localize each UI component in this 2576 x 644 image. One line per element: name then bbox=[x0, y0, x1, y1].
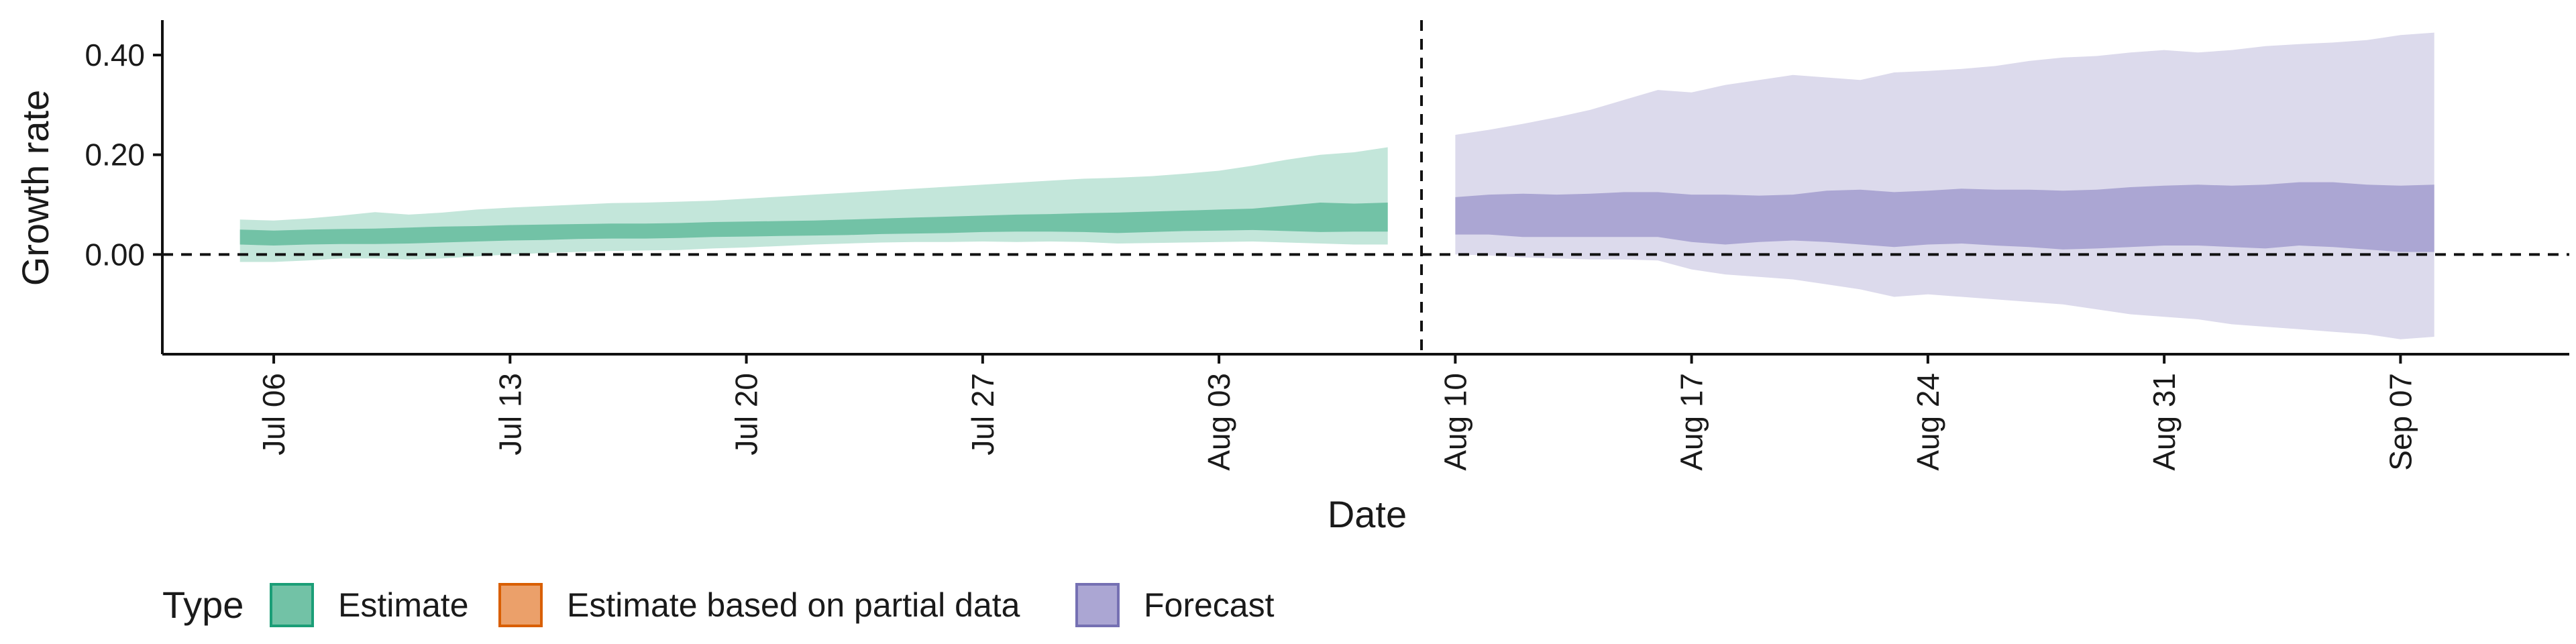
y-tick-label: 0.00 bbox=[85, 237, 145, 272]
y-axis-title: Growth rate bbox=[14, 90, 56, 286]
x-tick-label: Jul 13 bbox=[492, 373, 527, 455]
chart-ticks: 0.00 0.20 0.40 Jul 06 Jul 13 Jul 20 Jul 27 Aug … bbox=[85, 38, 2418, 471]
legend-estimate-swatch bbox=[270, 583, 314, 627]
x-tick-label: Aug 17 bbox=[1674, 373, 1709, 471]
legend-title: Type bbox=[162, 584, 244, 626]
reference-lines bbox=[162, 20, 2569, 354]
x-tick-label: Aug 24 bbox=[1911, 373, 1945, 471]
x-axis-title: Date bbox=[1328, 493, 1407, 535]
x-tick-label: Aug 31 bbox=[2147, 373, 2182, 471]
chart-bands bbox=[239, 32, 2434, 339]
legend-estimate-based-on-partial-data-label: Estimate based on partial data bbox=[567, 586, 1020, 624]
legend-forecast-swatch bbox=[1075, 583, 1120, 627]
x-tick-label: Jul 20 bbox=[729, 373, 764, 455]
legend-estimate-label: Estimate bbox=[338, 586, 469, 624]
forecast-outer-band bbox=[1455, 32, 2434, 339]
y-tick-label: 0.20 bbox=[85, 138, 145, 172]
x-tick-label: Jul 27 bbox=[965, 373, 1000, 455]
legend-estimate-based-on-partial-data-swatch bbox=[498, 583, 543, 627]
estimate-outer-band bbox=[239, 147, 1388, 262]
legend: Type Estimate Estimate based on partial da… bbox=[162, 583, 1275, 627]
x-tick-label: Sep 07 bbox=[2383, 373, 2418, 471]
y-tick-label: 0.40 bbox=[85, 38, 145, 72]
forecast-inner-band bbox=[1455, 182, 2434, 252]
estimate-inner-band bbox=[239, 203, 1388, 246]
x-tick-label: Aug 03 bbox=[1201, 373, 1236, 471]
x-tick-label: Aug 10 bbox=[1438, 373, 1472, 471]
legend-forecast-label: Forecast bbox=[1144, 586, 1275, 624]
x-tick-label: Jul 06 bbox=[256, 373, 291, 455]
chart-axes bbox=[161, 20, 2569, 356]
